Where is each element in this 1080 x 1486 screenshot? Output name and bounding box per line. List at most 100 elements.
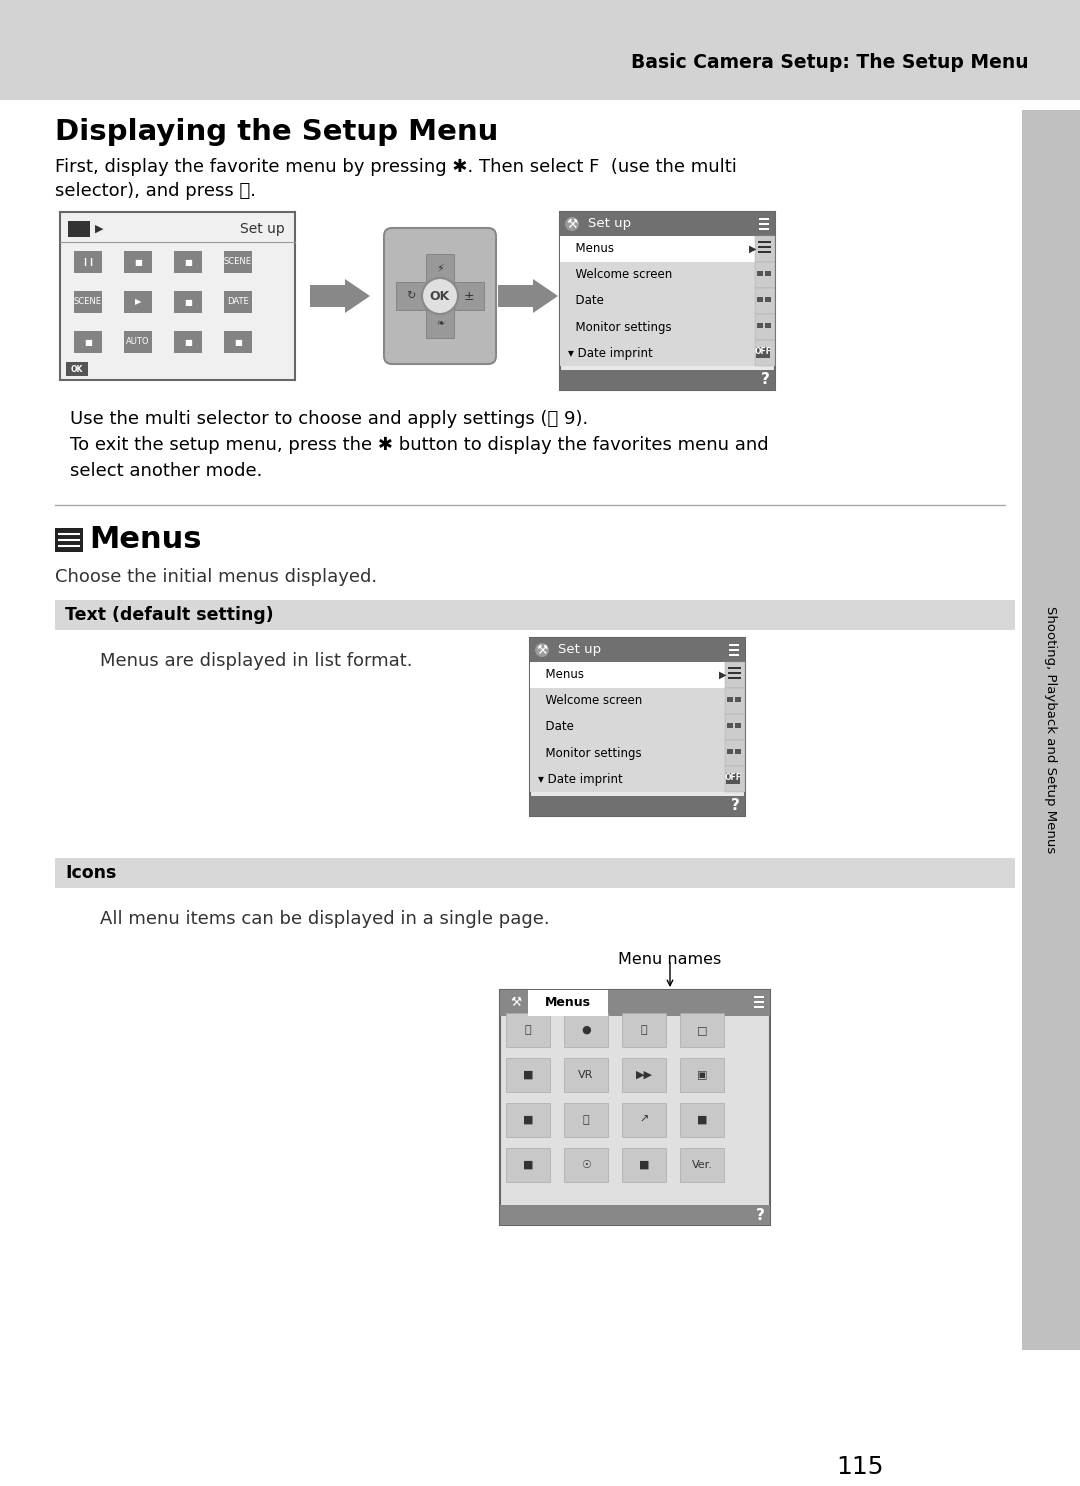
Text: ❙❙: ❙❙ [81, 257, 95, 266]
Bar [765, 270, 771, 276]
Bar [755, 340, 775, 366]
Text: ±: ± [463, 290, 474, 303]
Bar [561, 236, 755, 262]
Bar [755, 288, 775, 314]
Bar [758, 247, 771, 248]
Text: Ver.: Ver. [691, 1161, 713, 1169]
Text: ❧: ❧ [436, 318, 444, 328]
Text: First, display the favorite menu by pressing ✱. Then select F  (use the multi: First, display the favorite menu by pres… [55, 158, 737, 175]
Text: SCENE: SCENE [224, 257, 252, 266]
Text: Icons: Icons [65, 863, 117, 883]
Bar [75, 251, 102, 273]
Bar [564, 1013, 608, 1048]
Bar [561, 288, 755, 314]
Bar [174, 251, 202, 273]
Bar [426, 308, 454, 337]
Bar [725, 661, 745, 688]
Bar [680, 1103, 724, 1137]
Bar [75, 291, 102, 314]
Bar [759, 227, 769, 230]
Bar [0, 0, 1080, 100]
Bar [561, 370, 775, 389]
Text: Welcome screen: Welcome screen [538, 694, 643, 707]
Text: To exit the setup menu, press the ✱ button to display the favorites menu and: To exit the setup menu, press the ✱ butt… [70, 435, 769, 455]
Bar [725, 688, 745, 713]
Text: Set up: Set up [588, 217, 631, 230]
Bar [528, 990, 608, 1016]
Text: Menus are displayed in list format.: Menus are displayed in list format. [100, 652, 413, 670]
Text: ☉: ☉ [581, 1161, 591, 1169]
FancyBboxPatch shape [384, 227, 496, 364]
Text: ■: ■ [184, 297, 192, 306]
Text: ?: ? [730, 798, 740, 813]
Bar [507, 1058, 550, 1092]
Bar [680, 1013, 724, 1048]
Bar [55, 528, 83, 551]
Bar [500, 990, 770, 1016]
Bar [757, 270, 762, 276]
Circle shape [535, 643, 549, 657]
Text: Menu names: Menu names [618, 953, 721, 967]
Text: Menus: Menus [89, 526, 202, 554]
Bar [561, 212, 775, 236]
Text: Monitor settings: Monitor settings [538, 746, 642, 759]
Text: ■: ■ [184, 337, 192, 346]
Bar [55, 600, 1015, 630]
Text: ⏲: ⏲ [583, 1114, 590, 1125]
Bar [680, 1058, 724, 1092]
Text: ↗: ↗ [639, 1114, 649, 1125]
Text: ↻: ↻ [406, 291, 416, 302]
Bar [68, 221, 90, 236]
Bar [727, 749, 733, 753]
Text: 115: 115 [836, 1455, 883, 1479]
Bar [507, 1013, 550, 1048]
Text: ⚡: ⚡ [436, 265, 444, 273]
Text: ■: ■ [523, 1070, 534, 1080]
FancyArrow shape [498, 279, 558, 314]
Text: Set up: Set up [240, 221, 285, 236]
Bar [729, 649, 739, 651]
Bar [754, 1002, 764, 1003]
Bar [755, 236, 775, 262]
Text: Welcome screen: Welcome screen [568, 269, 672, 281]
Text: Shooting, Playback and Setup Menus: Shooting, Playback and Setup Menus [1044, 606, 1057, 853]
Text: ▣: ▣ [697, 1070, 707, 1080]
Bar [1022, 110, 1080, 1349]
Bar [622, 1149, 666, 1181]
Text: OFF: OFF [725, 774, 742, 783]
Text: OFF: OFF [755, 348, 771, 357]
Text: Monitor settings: Monitor settings [568, 321, 672, 333]
Bar [530, 740, 725, 765]
Bar [124, 331, 152, 354]
Bar [725, 765, 745, 792]
Text: VR: VR [578, 1070, 594, 1080]
Text: ■: ■ [234, 337, 242, 346]
Bar [728, 678, 741, 679]
Bar [530, 765, 725, 792]
Text: AUTO: AUTO [126, 337, 150, 346]
Circle shape [565, 217, 579, 230]
Bar [564, 1103, 608, 1137]
Bar [765, 322, 771, 328]
Bar [66, 363, 87, 376]
Bar [765, 297, 771, 302]
Text: Displaying the Setup Menu: Displaying the Setup Menu [55, 117, 498, 146]
Text: ■: ■ [697, 1114, 707, 1125]
Bar [224, 331, 252, 354]
Text: ■: ■ [638, 1161, 649, 1169]
Text: Date: Date [568, 294, 604, 308]
Text: selector), and press ⒪.: selector), and press ⒪. [55, 181, 256, 201]
Bar [530, 637, 745, 816]
Text: Set up: Set up [558, 643, 602, 657]
Bar [759, 223, 769, 224]
Bar [725, 740, 745, 765]
Text: Menus: Menus [545, 997, 591, 1009]
Text: Text (default setting): Text (default setting) [65, 606, 273, 624]
Bar [507, 1149, 550, 1181]
Text: ⚒: ⚒ [566, 217, 578, 230]
Circle shape [422, 278, 458, 314]
Text: Menus: Menus [568, 242, 615, 256]
Bar [124, 251, 152, 273]
Bar [530, 637, 745, 661]
Text: ●: ● [581, 1025, 591, 1036]
